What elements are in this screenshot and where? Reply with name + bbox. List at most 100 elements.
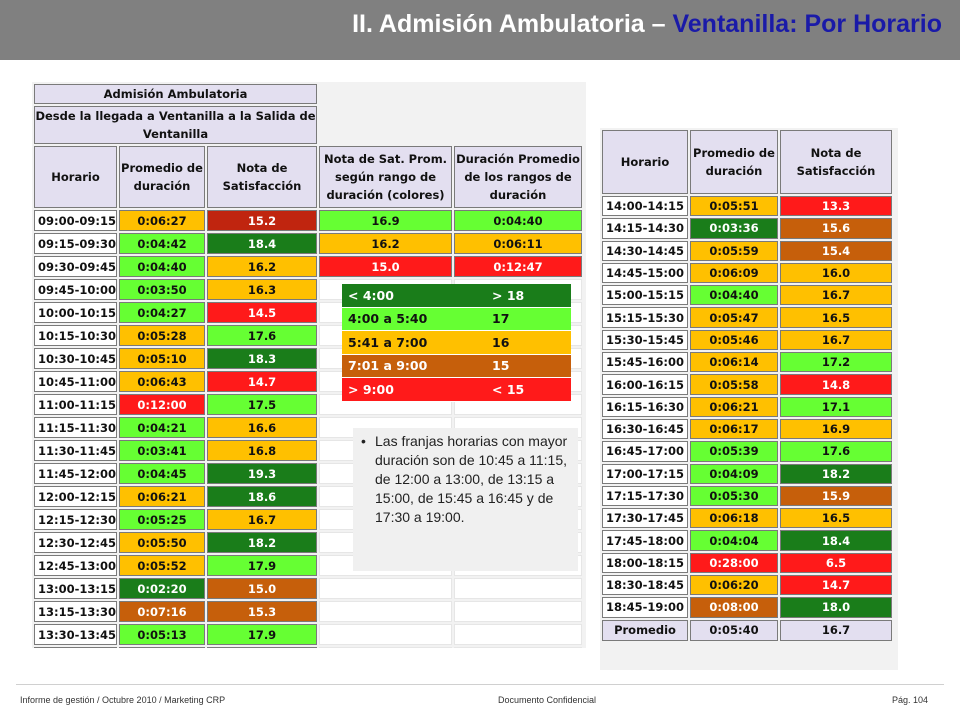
table-row: 14:15-14:30 0:03:36 15.6: [602, 218, 892, 239]
bullet-icon: •: [361, 433, 366, 449]
time-cell: 11:00-11:15: [34, 394, 117, 415]
table-row: 14:00-14:15 0:05:51 13.3: [602, 196, 892, 217]
duration-cell: 0:02:20: [119, 578, 205, 599]
table-row: 13:15-13:30 0:07:16 15.3: [34, 601, 582, 622]
time-cell: 09:30-09:45: [34, 256, 117, 277]
range-score-cell: 15.0: [319, 256, 452, 277]
satisfaction-cell: 17.9: [207, 647, 317, 648]
satisfaction-cell: 17.2: [780, 352, 892, 373]
time-cell: 16:00-16:15: [602, 374, 688, 395]
satisfaction-cell: 14.5: [207, 302, 317, 323]
time-cell: 10:45-11:00: [34, 371, 117, 392]
time-cell: 18:45-19:00: [602, 597, 688, 618]
satisfaction-cell: 16.0: [780, 262, 892, 284]
satisfaction-cell: 16.9: [780, 418, 892, 440]
average-duration: 0:05:40: [690, 619, 778, 641]
table-row: 15:00-15:15 0:04:40 16.7: [602, 285, 892, 306]
empty-cell: [454, 578, 582, 599]
time-cell: 10:15-10:30: [34, 325, 117, 346]
header-horario: Horario: [34, 146, 117, 208]
legend-range: 5:41 a 7:00: [348, 334, 428, 350]
duration-cell: 0:06:21: [690, 396, 778, 417]
table-row: 17:45-18:00 0:04:04 18.4: [602, 530, 892, 551]
table-row: 09:15-09:30 0:04:42 18.4 16.2 0:06:11: [34, 233, 582, 254]
time-cell: 09:45-10:00: [34, 279, 117, 300]
duration-cell: 0:05:28: [119, 325, 205, 346]
time-cell: 13:15-13:30: [34, 601, 117, 622]
legend-score: 15: [492, 358, 510, 374]
duration-cell: 0:08:37: [119, 647, 205, 648]
legend-score: 17: [492, 311, 510, 327]
duration-cell: 0:05:51: [690, 196, 778, 217]
duration-cell: 0:06:27: [119, 210, 205, 231]
legend-range: 7:01 a 9:00: [348, 358, 428, 374]
table-row: 18:30-18:45 0:06:20 14.7: [602, 575, 892, 596]
right-header-horario: Horario: [602, 130, 688, 194]
satisfaction-cell: 19.3: [207, 463, 317, 484]
duration-cell: 0:06:43: [119, 371, 205, 392]
time-cell: 14:45-15:00: [602, 262, 688, 284]
satisfaction-cell: 13.3: [780, 196, 892, 217]
range-score-cell: 16.2: [319, 233, 452, 254]
satisfaction-cell: 15.4: [780, 240, 892, 261]
empty-cell: [319, 624, 452, 645]
range-duration-cell: 0:06:11: [454, 233, 582, 254]
title-main: II. Admisión Ambulatoria –: [352, 10, 673, 38]
satisfaction-cell: 18.6: [207, 486, 317, 507]
duration-cell: 0:05:58: [690, 374, 778, 395]
page-footer: Informe de gestión / Octubre 2010 / Mark…: [16, 684, 944, 705]
duration-cell: 0:05:50: [119, 532, 205, 553]
time-cell: 14:15-14:30: [602, 218, 688, 239]
legend-row: 7:01 a 9:00 15: [342, 354, 571, 378]
table-row: 09:00-09:15 0:06:27 15.2 16.9 0:04:40: [34, 210, 582, 231]
duration-cell: 0:04:04: [690, 530, 778, 551]
duration-cell: 0:04:45: [119, 463, 205, 484]
legend-score: < 15: [492, 381, 525, 397]
range-duration-cell: 0:12:47: [454, 256, 582, 277]
table-row: 16:45-17:00 0:05:39 17.6: [602, 441, 892, 462]
time-cell: 12:00-12:15: [34, 486, 117, 507]
duration-cell: 0:05:25: [119, 509, 205, 530]
table-row: 13:45-14:000:08:3717.9: [34, 647, 582, 648]
time-cell: 14:30-14:45: [602, 240, 688, 261]
table-row: 17:30-17:45 0:06:18 16.5: [602, 508, 892, 529]
time-cell: 17:15-17:30: [602, 485, 688, 507]
table-row: 18:45-19:00 0:08:00 18.0: [602, 597, 892, 618]
note-box: • Las franjas horarias con mayor duració…: [353, 428, 578, 571]
duration-cell: 0:06:18: [690, 508, 778, 529]
legend-score: > 18: [492, 287, 525, 303]
range-score-cell: 16.9: [319, 210, 452, 231]
average-satisfaction: 16.7: [780, 619, 892, 641]
duration-cell: 0:08:00: [690, 597, 778, 618]
satisfaction-cell: 15.3: [207, 601, 317, 622]
left-table-subtitle: Desde la llegada a Ventanilla a la Salid…: [34, 106, 317, 144]
time-cell: 18:30-18:45: [602, 575, 688, 596]
duration-cell: 0:06:09: [690, 262, 778, 284]
right-header-promedio: Promedio de duración: [690, 130, 778, 194]
table-row: 17:15-17:30 0:05:30 15.9: [602, 485, 892, 507]
right-table-body: 14:00-14:15 0:05:51 13.3 14:15-14:30 0:03:36…: [602, 196, 892, 618]
color-legend: < 4:00 > 18 4:00 a 5:40 17 5:41 a 7:00 16 7:01…: [342, 284, 571, 402]
duration-cell: 0:04:09: [690, 463, 778, 484]
duration-cell: 0:04:42: [119, 233, 205, 254]
time-cell: 13:45-14:00: [34, 647, 117, 648]
duration-cell: 0:03:41: [119, 440, 205, 461]
time-cell: 15:00-15:15: [602, 285, 688, 306]
duration-cell: 0:04:40: [690, 285, 778, 306]
header-nota-rango: Nota de Sat. Prom. según rango de duraci…: [319, 146, 452, 208]
time-cell: 17:30-17:45: [602, 508, 688, 529]
time-cell: 13:00-13:15: [34, 578, 117, 599]
time-cell: 09:15-09:30: [34, 233, 117, 254]
time-cell: 16:15-16:30: [602, 396, 688, 417]
legend-range: > 9:00: [348, 381, 394, 397]
page-title: II. Admisión Ambulatoria – Ventanilla: P…: [352, 10, 942, 39]
satisfaction-cell: 16.2: [207, 256, 317, 277]
duration-cell: 0:05:47: [690, 307, 778, 328]
satisfaction-cell: 17.9: [207, 624, 317, 645]
time-cell: 13:30-13:45: [34, 624, 117, 645]
satisfaction-cell: 16.8: [207, 440, 317, 461]
satisfaction-cell: 14.7: [780, 575, 892, 596]
satisfaction-cell: 17.1: [780, 396, 892, 417]
table-row: 15:45-16:00 0:06:14 17.2: [602, 352, 892, 373]
satisfaction-cell: 15.6: [780, 218, 892, 239]
